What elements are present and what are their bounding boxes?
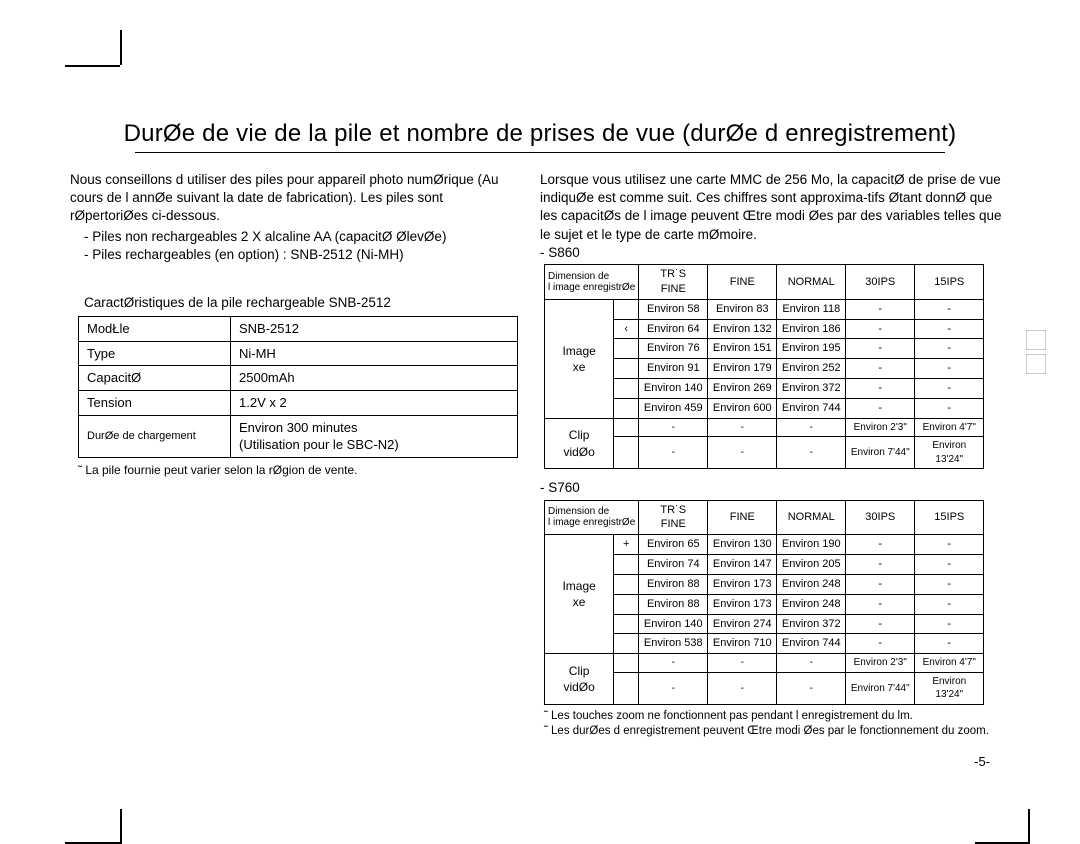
list-item: Piles non rechargeables 2 X alcaline AA … [84, 228, 510, 246]
battery-list: Piles non rechargeables 2 X alcaline AA … [70, 228, 510, 264]
spec-note: ˜ La pile fournie peut varier selon la r… [78, 462, 510, 478]
right-intro: Lorsque vous utilisez une carte MMC de 2… [540, 171, 1010, 244]
footnote: Les touches zoom ne fonctionnent pas pen… [544, 709, 1010, 725]
page-number: -5- [40, 754, 990, 769]
footnote: Les durØes d enregistrement peuvent Œtre… [544, 724, 1010, 740]
spec-table: ModŁleSNB-2512 TypeNi-MH CapacitØ2500mAh… [78, 316, 518, 457]
footnotes: Les touches zoom ne fonctionnent pas pen… [544, 709, 1010, 740]
left-intro: Nous conseillons d utiliser des piles po… [70, 171, 510, 226]
s860-label: - S860 [540, 244, 1010, 262]
side-tabs [1026, 330, 1046, 378]
list-item: Piles rechargeables (en option) : SNB-25… [84, 246, 510, 264]
spec-subhead: CaractØristiques de la pile rechargeable… [84, 294, 510, 312]
page-title: DurØe de vie de la pile et nombre de pri… [40, 120, 1040, 148]
title-underline [135, 152, 945, 153]
s860-table: Dimension de l image enregistrØeTR˙S FIN… [544, 264, 984, 469]
s760-label: - S760 [540, 479, 1010, 497]
s760-table: Dimension de l image enregistrØeTR˙S FIN… [544, 500, 984, 705]
